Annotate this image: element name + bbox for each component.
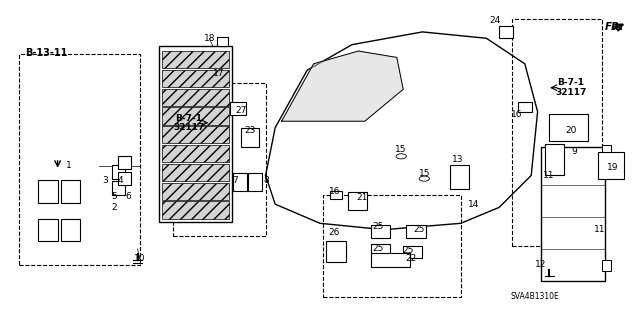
Text: 23: 23 xyxy=(244,126,255,135)
Text: 15: 15 xyxy=(419,169,430,178)
Text: 24: 24 xyxy=(489,16,500,25)
Text: B-7-1: B-7-1 xyxy=(557,78,584,87)
Text: B-7-1: B-7-1 xyxy=(175,114,202,122)
Text: 32117: 32117 xyxy=(555,88,587,97)
Bar xyxy=(406,225,426,238)
Bar xyxy=(118,172,131,185)
Bar xyxy=(162,201,229,219)
Text: 11: 11 xyxy=(543,171,554,180)
Text: 14: 14 xyxy=(468,200,479,209)
Bar xyxy=(38,219,58,241)
Bar xyxy=(602,260,611,271)
Text: 16: 16 xyxy=(329,187,340,196)
Text: 25: 25 xyxy=(403,246,414,255)
Text: 15: 15 xyxy=(395,145,406,154)
Bar xyxy=(371,244,390,257)
Text: 1: 1 xyxy=(67,161,72,170)
Text: 25: 25 xyxy=(372,222,383,231)
Text: 27: 27 xyxy=(235,106,246,115)
Text: 8: 8 xyxy=(264,176,269,185)
Bar xyxy=(61,180,80,203)
Bar xyxy=(512,19,602,246)
Text: 3: 3 xyxy=(103,176,108,185)
Text: 5: 5 xyxy=(111,192,116,201)
Text: B-13-11: B-13-11 xyxy=(26,48,68,58)
Circle shape xyxy=(419,176,429,181)
Bar xyxy=(348,192,367,210)
Text: FR.: FR. xyxy=(605,22,624,32)
Text: 2: 2 xyxy=(111,203,116,212)
Polygon shape xyxy=(282,51,403,121)
Text: 21: 21 xyxy=(356,193,367,202)
Text: 11: 11 xyxy=(594,225,605,234)
Text: 9: 9 xyxy=(572,147,577,156)
Circle shape xyxy=(396,154,406,159)
Text: 7: 7 xyxy=(233,176,238,185)
Text: 10: 10 xyxy=(134,254,145,263)
Bar xyxy=(173,83,266,236)
Bar xyxy=(162,164,229,181)
Bar xyxy=(38,180,58,203)
Text: 16: 16 xyxy=(511,110,523,119)
Bar xyxy=(499,26,513,38)
Text: 19: 19 xyxy=(607,163,619,172)
Bar xyxy=(598,152,624,179)
Text: 13: 13 xyxy=(452,155,463,164)
Text: 26: 26 xyxy=(328,228,340,237)
Bar xyxy=(61,219,80,241)
Bar xyxy=(233,173,247,190)
Text: 20: 20 xyxy=(565,126,577,135)
Bar xyxy=(162,182,229,200)
Bar xyxy=(162,145,229,162)
Text: 25: 25 xyxy=(372,244,383,253)
Bar xyxy=(371,225,390,238)
Bar xyxy=(118,156,131,169)
Bar xyxy=(162,89,229,106)
Text: 25: 25 xyxy=(413,225,425,234)
Text: 12: 12 xyxy=(535,260,547,269)
Bar xyxy=(549,114,588,141)
Bar xyxy=(19,54,140,265)
Text: SVA4B1310E: SVA4B1310E xyxy=(510,292,559,301)
Bar xyxy=(541,147,605,281)
Text: 22: 22 xyxy=(405,254,417,263)
Bar xyxy=(518,102,532,112)
Bar xyxy=(162,70,229,87)
Bar xyxy=(248,173,262,190)
Bar xyxy=(602,145,611,156)
Bar xyxy=(217,37,228,46)
Bar xyxy=(162,126,229,143)
Bar xyxy=(323,195,461,297)
Bar xyxy=(112,181,125,195)
Bar xyxy=(112,165,125,180)
Bar xyxy=(450,165,469,189)
Text: 18: 18 xyxy=(204,34,215,43)
Text: 4: 4 xyxy=(118,176,123,185)
Bar xyxy=(326,241,346,262)
Bar xyxy=(371,253,410,267)
Text: 17: 17 xyxy=(213,69,225,78)
Bar xyxy=(159,46,232,222)
Bar xyxy=(162,51,229,68)
Bar xyxy=(330,190,342,198)
Bar xyxy=(230,102,246,115)
Bar xyxy=(241,128,259,147)
Bar xyxy=(545,145,564,175)
Bar xyxy=(403,246,422,258)
Text: 6: 6 xyxy=(125,192,131,201)
Bar xyxy=(197,54,221,67)
Text: 32117: 32117 xyxy=(173,123,205,132)
Bar xyxy=(162,108,229,125)
